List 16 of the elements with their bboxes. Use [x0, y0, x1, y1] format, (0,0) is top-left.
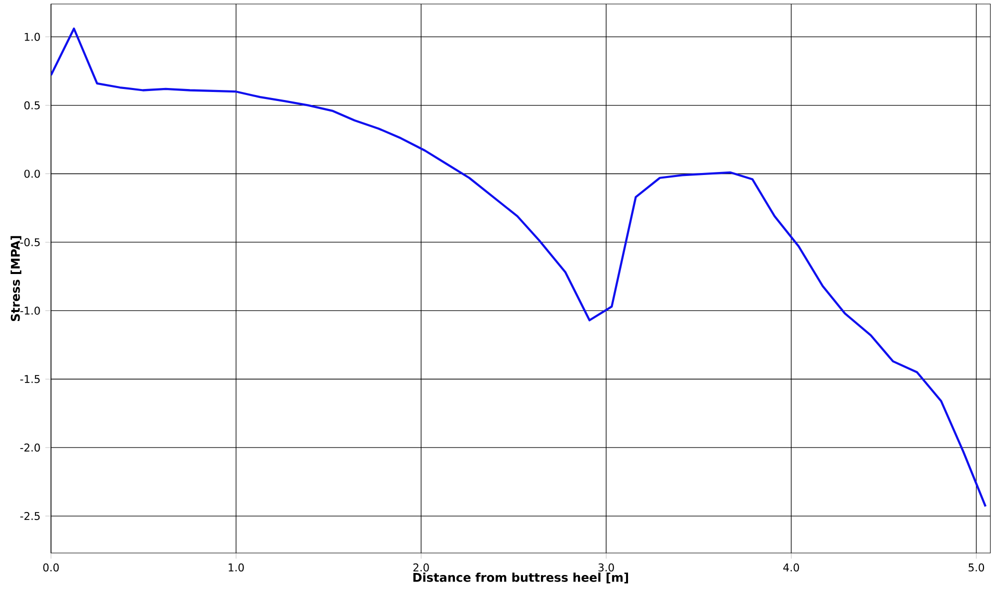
y-tick-label: -1.5	[20, 375, 40, 384]
x-tick-label: 4.0	[783, 563, 800, 572]
y-tick-label: -2.0	[20, 444, 40, 452]
y-tick-label: -2.5	[20, 512, 40, 520]
y-tick-label: 0.5	[24, 101, 40, 110]
x-tick-label: 2.0	[413, 563, 429, 572]
y-tick-label: -1.0	[20, 306, 40, 315]
y-tick-label: 1.0	[24, 32, 40, 41]
x-tick-label: 0.0	[43, 563, 59, 572]
x-tick-label: 5.0	[968, 563, 984, 572]
x-tick-label: 3.0	[598, 563, 614, 572]
y-tick-label: 0.0	[24, 170, 40, 178]
x-axis-title: Distance from buttress heel [m]	[413, 572, 628, 584]
x-tick-label: 1.0	[228, 563, 244, 572]
y-axis-title: Stress [MPA]	[10, 236, 22, 322]
y-tick-label: -0.5	[20, 238, 40, 246]
